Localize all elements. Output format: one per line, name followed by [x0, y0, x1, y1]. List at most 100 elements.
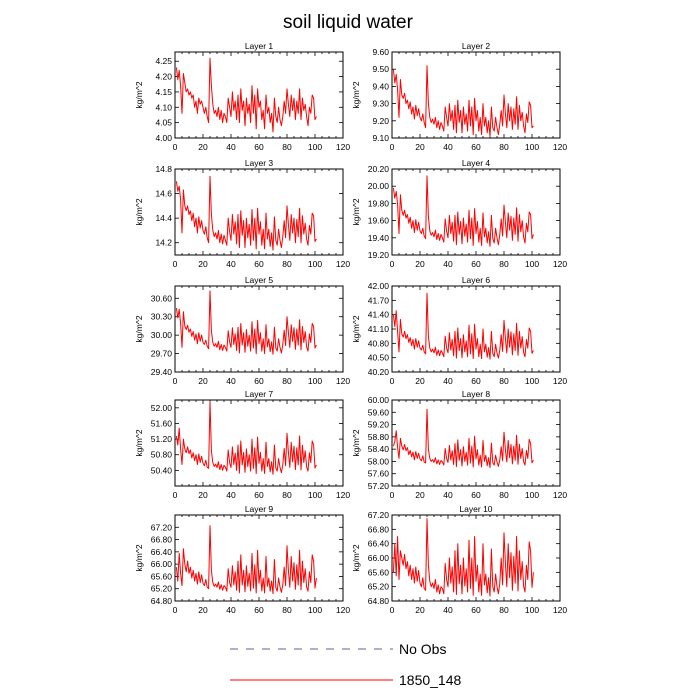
y-tick-label: 30.30	[151, 312, 173, 322]
x-tick-label: 80	[282, 376, 292, 386]
y-tick-label: 50.40	[151, 465, 173, 475]
y-tick-label: 65.20	[368, 582, 390, 592]
x-tick-label: 100	[308, 142, 322, 152]
y-tick-label: 66.40	[151, 547, 173, 557]
y-tick-label: 4.15	[155, 87, 172, 97]
x-tick-label: 80	[499, 142, 509, 152]
plot-frame	[174, 51, 344, 139]
x-tick-label: 40	[443, 490, 453, 500]
x-tick-label: 0	[390, 142, 395, 152]
x-tick-label: 20	[198, 605, 208, 615]
x-tick-label: 20	[198, 259, 208, 269]
x-tick-label: 0	[173, 259, 178, 269]
y-tick-label: 66.00	[368, 553, 390, 563]
x-tick-label: 100	[525, 259, 539, 269]
panel-title: Layer 1	[245, 41, 274, 51]
plot-frame	[174, 168, 344, 256]
y-tick-label: 57.60	[368, 469, 390, 479]
panel-title: Layer 10	[459, 504, 492, 514]
legend: No Obs 1850_148	[230, 641, 462, 688]
x-tick-label: 80	[282, 605, 292, 615]
y-tick-label: 67.20	[151, 522, 173, 532]
y-tick-label: 41.70	[368, 295, 390, 305]
x-tick-label: 40	[443, 376, 453, 386]
x-tick-label: 100	[308, 490, 322, 500]
x-tick-label: 120	[336, 490, 350, 500]
y-tick-label: 65.20	[151, 584, 173, 594]
y-axis-label: kg/m^2	[351, 315, 361, 342]
y-tick-label: 19.20	[368, 250, 390, 260]
panel-layer-3: Layer 3 0 20 40 60 80 100 120 14.2 14.4 14.6 14.8 kg…	[134, 158, 350, 269]
x-tick-label: 20	[415, 376, 425, 386]
y-tick-label: 60.00	[368, 395, 390, 405]
series-line-1850-148	[392, 408, 534, 469]
y-tick-label: 20.20	[368, 164, 390, 174]
x-tick-label: 0	[390, 605, 395, 615]
y-tick-label: 64.80	[368, 596, 390, 606]
panel-grid: Layer 10 20 40 60 80 100 1204.004.054.104.154.…	[134, 41, 567, 615]
x-tick-label: 20	[198, 490, 208, 500]
y-tick-label: 51.60	[151, 418, 173, 428]
panel-title: Layer 4	[462, 158, 491, 168]
x-tick-label: 60	[471, 259, 481, 269]
y-tick-label: 51.20	[151, 434, 173, 444]
y-tick-label: 19.60	[368, 216, 390, 226]
series-line-1850-148	[175, 525, 317, 595]
x-tick-label: 40	[226, 142, 236, 152]
x-tick-label: 120	[553, 376, 567, 386]
legend-label-no-obs: No Obs	[399, 641, 446, 657]
x-tick-label: 80	[499, 605, 509, 615]
y-tick-label: 20.00	[368, 181, 390, 191]
y-tick-label: 42.00	[368, 281, 390, 291]
y-axis-label: kg/m^2	[351, 429, 361, 456]
x-tick-label: 120	[553, 490, 567, 500]
panel-layer-7: Layer 7 0 20 40 60 80 100 120 50.40 50.80 51.20 51.…	[134, 389, 350, 500]
y-tick-label: 65.60	[151, 571, 173, 581]
x-tick-label: 40	[443, 605, 453, 615]
y-tick-label: 66.80	[368, 524, 390, 534]
y-tick-label: 19.40	[368, 233, 390, 243]
x-tick-label: 80	[499, 376, 509, 386]
panel-layer-6: Layer 6 0 20 40 60 80 100 120 40.20 40.50 40.80 41.…	[351, 275, 567, 386]
panel-title: Layer 9	[245, 504, 274, 514]
y-tick-label: 64.80	[151, 596, 173, 606]
series-line-1850-148	[392, 292, 534, 360]
y-tick-label: 4.25	[155, 56, 172, 66]
plot-frame	[174, 399, 344, 487]
series-line-1850-148	[175, 57, 317, 133]
y-tick-label: 40.50	[368, 353, 390, 363]
x-tick-label: 60	[254, 259, 264, 269]
y-tick-label: 4.00	[155, 133, 172, 143]
panel-title: Layer 5	[245, 275, 274, 285]
y-tick-label: 14.8	[155, 164, 172, 174]
x-tick-label: 100	[308, 605, 322, 615]
x-tick-label: 80	[499, 490, 509, 500]
x-tick-label: 20	[415, 142, 425, 152]
y-tick-label: 9.40	[372, 81, 389, 91]
series-line-1850-148	[175, 401, 317, 475]
x-tick-label: 40	[443, 142, 453, 152]
x-tick-label: 80	[499, 259, 509, 269]
y-tick-label: 4.20	[155, 72, 172, 82]
x-tick-label: 100	[525, 605, 539, 615]
x-tick-label: 40	[226, 376, 236, 386]
y-tick-label: 9.20	[372, 116, 389, 126]
y-tick-label: 9.60	[372, 47, 389, 57]
x-tick-label: 60	[471, 142, 481, 152]
y-tick-label: 19.80	[368, 198, 390, 208]
panel-layer-2: Layer 2 0 20 40 60 80 100 120 9.10 9.20 9.30 9.40 9.…	[351, 41, 567, 152]
y-axis-label: kg/m^2	[134, 429, 144, 456]
plot-frame	[391, 285, 561, 373]
y-tick-label: 40.20	[368, 367, 390, 377]
series-line-1850-148	[175, 175, 317, 251]
y-tick-label: 40.80	[368, 338, 390, 348]
x-tick-label: 120	[553, 259, 567, 269]
x-tick-label: 120	[336, 259, 350, 269]
y-tick-label: 41.10	[368, 324, 390, 334]
y-axis-label: kg/m^2	[351, 198, 361, 225]
y-tick-label: 29.40	[151, 367, 173, 377]
x-tick-label: 0	[390, 376, 395, 386]
y-tick-label: 30.00	[151, 330, 173, 340]
legend-label-1850-148: 1850_148	[399, 672, 462, 688]
